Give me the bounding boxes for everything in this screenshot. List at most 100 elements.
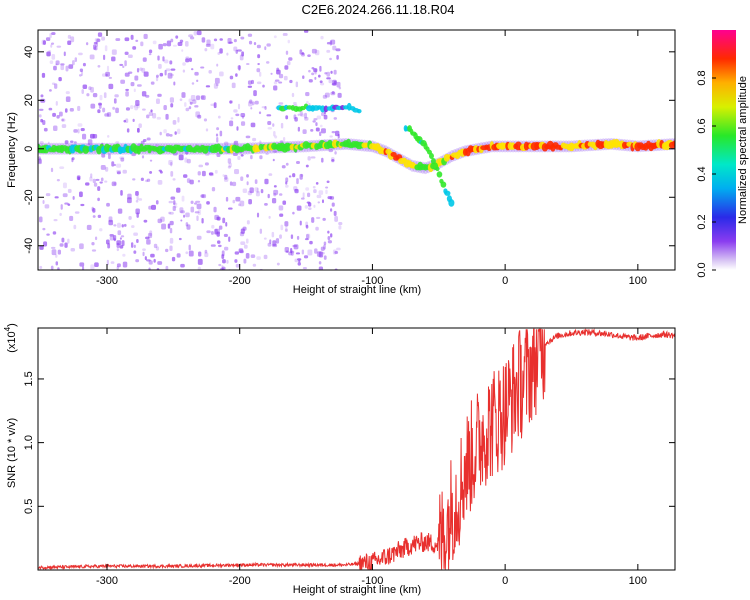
noise-speckle — [213, 83, 218, 89]
noise-speckle — [296, 235, 300, 240]
noise-speckle — [107, 135, 110, 138]
noise-speckle — [61, 118, 64, 122]
noise-speckle — [155, 143, 159, 147]
noise-speckle — [156, 267, 160, 270]
noise-speckle — [328, 148, 334, 153]
noise-speckle — [306, 100, 309, 104]
noise-speckle — [315, 181, 319, 185]
noise-speckle — [114, 94, 119, 98]
noise-speckle — [117, 222, 121, 228]
noise-speckle — [249, 187, 254, 194]
noise-speckle — [168, 200, 174, 204]
noise-speckle — [196, 203, 202, 210]
noise-speckle — [82, 266, 85, 270]
noise-speckle — [216, 127, 220, 131]
noise-speckle — [51, 246, 56, 249]
noise-speckle — [264, 178, 269, 185]
noise-speckle — [233, 38, 237, 43]
noise-speckle — [173, 202, 178, 206]
noise-speckle — [333, 117, 338, 120]
noise-speckle — [149, 170, 153, 174]
noise-speckle — [162, 43, 167, 47]
noise-speckle — [52, 231, 57, 235]
noise-speckle — [216, 152, 221, 158]
noise-speckle — [256, 256, 261, 260]
noise-speckle — [256, 44, 261, 49]
noise-speckle — [308, 69, 311, 73]
noise-speckle — [289, 79, 293, 84]
ridge-mark — [390, 151, 397, 157]
noise-speckle — [311, 72, 315, 76]
noise-speckle — [127, 54, 133, 59]
noise-speckle — [272, 123, 275, 127]
noise-speckle — [294, 258, 299, 263]
noise-speckle — [169, 245, 173, 252]
noise-speckle — [104, 113, 110, 117]
noise-speckle — [203, 118, 208, 122]
noise-speckle — [201, 170, 206, 177]
colorbar-tick-label: 0.2 — [696, 214, 708, 229]
noise-speckle — [93, 182, 98, 187]
noise-speckle — [50, 167, 54, 173]
noise-speckle — [309, 240, 313, 245]
noise-speckle — [321, 199, 324, 204]
noise-speckle — [113, 163, 117, 167]
noise-speckle — [77, 105, 81, 112]
colorbar-gradient — [712, 30, 736, 270]
noise-speckle — [184, 157, 188, 163]
noise-speckle — [120, 157, 125, 162]
noise-speckle — [146, 239, 151, 245]
noise-speckle — [335, 48, 341, 52]
noise-speckle — [256, 212, 260, 218]
noise-speckle — [329, 135, 333, 138]
noise-speckle — [252, 137, 257, 142]
noise-speckle — [79, 262, 85, 267]
noise-speckle — [153, 258, 156, 263]
noise-speckle — [165, 133, 170, 137]
noise-speckle — [87, 142, 90, 146]
noise-speckle — [135, 191, 139, 196]
noise-speckle — [266, 43, 271, 47]
noise-speckle — [264, 106, 267, 110]
colorbar-tick-label: 0.6 — [696, 118, 708, 133]
noise-speckle — [160, 216, 165, 222]
noise-speckle — [67, 238, 70, 244]
noise-speckle — [53, 125, 58, 131]
noise-speckle — [111, 161, 115, 167]
noise-speckle — [78, 52, 83, 56]
x-tick-label: 100 — [629, 275, 647, 287]
noise-speckle — [95, 178, 100, 181]
noise-speckle — [45, 193, 51, 197]
noise-speckle — [222, 259, 226, 264]
noise-speckle — [278, 205, 284, 211]
noise-speckle — [67, 188, 72, 194]
noise-speckle — [254, 187, 259, 192]
noise-speckle — [227, 165, 231, 169]
noise-speckle — [90, 173, 93, 178]
noise-speckle — [97, 197, 100, 202]
noise-speckle — [105, 239, 110, 245]
noise-speckle — [149, 159, 153, 162]
noise-speckle — [235, 263, 240, 268]
noise-speckle — [323, 114, 328, 120]
noise-speckle — [242, 226, 247, 231]
noise-speckle — [56, 45, 62, 48]
noise-speckle — [70, 36, 75, 43]
noise-speckle — [254, 179, 258, 184]
noise-speckle — [54, 83, 58, 89]
noise-speckle — [136, 239, 139, 244]
noise-speckle — [250, 154, 253, 160]
noise-speckle — [51, 249, 57, 256]
noise-speckle — [131, 225, 135, 229]
noise-speckle — [280, 224, 284, 231]
noise-speckle — [234, 169, 240, 175]
noise-speckle — [307, 156, 311, 161]
noise-speckle — [302, 129, 307, 135]
noise-speckle — [248, 40, 253, 45]
noise-speckle — [293, 114, 297, 120]
noise-speckle — [150, 109, 153, 113]
noise-speckle — [164, 69, 167, 76]
noise-speckle — [64, 242, 68, 248]
noise-speckle — [125, 88, 129, 91]
noise-speckle — [300, 52, 305, 57]
